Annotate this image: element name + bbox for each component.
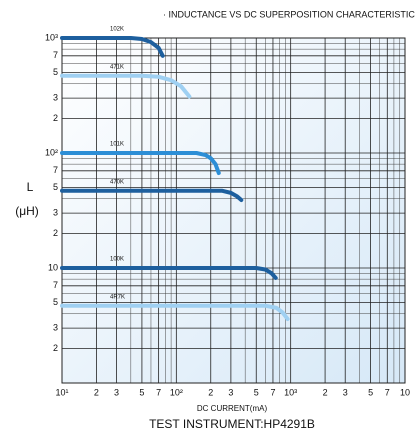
x-tick-label: 10¹ — [55, 387, 68, 397]
x-tick-label: 10³ — [284, 387, 297, 397]
series-line — [60, 73, 192, 99]
y-tick-label: 3 — [53, 93, 58, 103]
series-label: 470K — [110, 179, 124, 185]
y-axis-unit: (μH) — [15, 204, 39, 218]
series-line — [60, 266, 278, 280]
x-axis-label: DC CURRENT(mA) — [197, 404, 268, 413]
y-tick-label: 2 — [53, 343, 58, 353]
plot-frame — [61, 37, 406, 384]
x-tick-label: 10² — [170, 387, 183, 397]
y-tick-label: 3 — [53, 208, 58, 218]
footer: TEST INSTRUMENT:HP4291B — [149, 417, 315, 431]
x-tick-label: 2 — [94, 387, 99, 397]
x-tick-label: 7 — [270, 387, 275, 397]
y-tick-label: 7 — [53, 50, 58, 60]
y-tick-label: 5 — [53, 67, 58, 77]
y-tick-label: 3 — [53, 323, 58, 333]
x-tick-label: 3 — [343, 387, 348, 397]
series-label: 471K — [110, 64, 124, 70]
x-tick-label: 3 — [228, 387, 233, 397]
series-label: 4R7K — [110, 294, 125, 300]
x-tick-label: 5 — [368, 387, 373, 397]
series-label: 101K — [110, 142, 124, 148]
x-tick-label: 2 — [208, 387, 213, 397]
x-tick-label: 2 — [323, 387, 328, 397]
y-tick-label: 2 — [53, 113, 58, 123]
series-line — [60, 188, 244, 203]
x-tick-label: 3 — [114, 387, 119, 397]
y-tick-label: 5 — [53, 297, 58, 307]
chart-title: · INDUCTANCE VS DC SUPERPOSITION CHARACT… — [163, 9, 415, 19]
y-tick-label: 5 — [53, 182, 58, 192]
series-label: 102K — [110, 27, 124, 33]
y-axis-label: L — [27, 180, 34, 194]
y-tick-label: 2 — [53, 228, 58, 238]
series-line — [60, 36, 165, 58]
series-line — [60, 303, 290, 322]
series-line — [60, 151, 221, 176]
y-tick-label: 10 — [48, 262, 58, 272]
y-tick-label: 7 — [53, 165, 58, 175]
x-tick-label: 5 — [254, 387, 259, 397]
x-tick-label: 7 — [385, 387, 390, 397]
plot-area — [62, 38, 405, 383]
y-tick-label: 10² — [45, 147, 58, 157]
x-tick-label: 7 — [156, 387, 161, 397]
x-tick-label: 5 — [139, 387, 144, 397]
y-tick-label: 10³ — [45, 32, 58, 42]
series-label: 100K — [110, 257, 124, 263]
y-tick-label: 7 — [53, 280, 58, 290]
x-tick-label: 10 — [400, 387, 410, 397]
